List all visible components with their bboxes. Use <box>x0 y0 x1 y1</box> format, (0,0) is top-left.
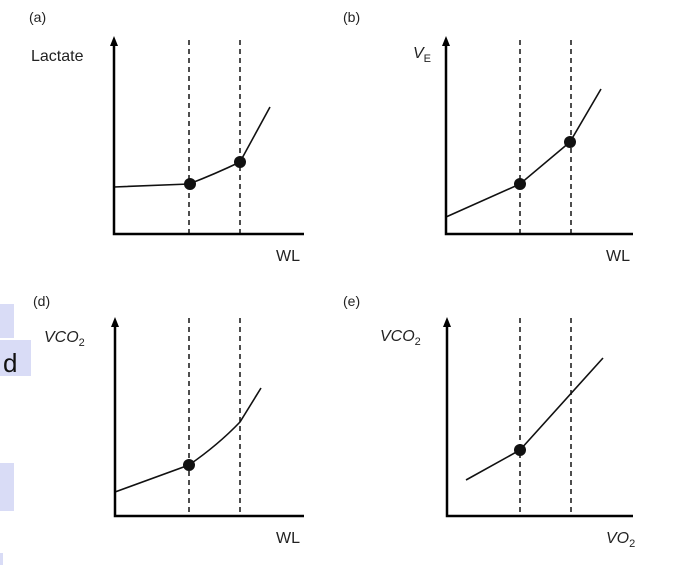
sidebar-text-fragment: d <box>3 348 18 378</box>
panel-a-y-label: Lactate <box>31 48 84 65</box>
sidebar-marker <box>0 553 3 565</box>
panel-e-letter: (e) <box>343 293 360 309</box>
panel-e-threshold-point <box>514 444 526 456</box>
panel-e-y-arrow-icon <box>443 317 451 327</box>
panel-d-curve <box>114 387 262 493</box>
panel-d-y-arrow-icon <box>111 317 119 327</box>
panel-a-x-label: WL <box>276 248 300 265</box>
panel-e-x-label: VO2 <box>606 530 635 550</box>
panel-b-axes <box>444 40 633 236</box>
panel-d-y-label: VCO2 <box>44 329 85 349</box>
panel-b-first-threshold-point <box>514 178 526 190</box>
sidebar-highlight-bottom <box>0 463 14 511</box>
panel-b-y-arrow-icon <box>442 36 450 46</box>
panel-a-curve <box>113 106 271 188</box>
panel-a-axes <box>112 40 304 236</box>
panel-b-curve <box>445 88 602 218</box>
panel-d-letter: (d) <box>33 293 50 309</box>
panel-d-threshold-point <box>183 459 195 471</box>
panel-b-x-label: WL <box>606 248 630 265</box>
sidebar-highlight-top <box>0 304 14 338</box>
panel-e-curve <box>465 357 604 481</box>
panel-a-second-threshold-point <box>234 156 246 168</box>
sidebar-highlight-middle <box>0 340 31 376</box>
panel-a-letter: (a) <box>29 9 46 25</box>
panel-b-letter: (b) <box>343 9 360 25</box>
panel-e: (e) VCO2 VO2 <box>343 293 635 550</box>
panel-d-axes <box>113 321 304 518</box>
panel-e-y-label: VCO2 <box>380 328 421 348</box>
panel-a: (a) Lactate WL <box>29 9 304 265</box>
panel-a-y-arrow-icon <box>110 36 118 46</box>
panel-b: (b) VE WL <box>343 9 633 265</box>
panel-b-second-threshold-point <box>564 136 576 148</box>
panel-d-x-label: WL <box>276 530 300 547</box>
panel-a-first-threshold-point <box>184 178 196 190</box>
panel-e-axes <box>445 321 633 518</box>
panel-d: (d) VCO2 WL <box>33 293 304 547</box>
panel-b-y-label: VE <box>413 45 431 65</box>
